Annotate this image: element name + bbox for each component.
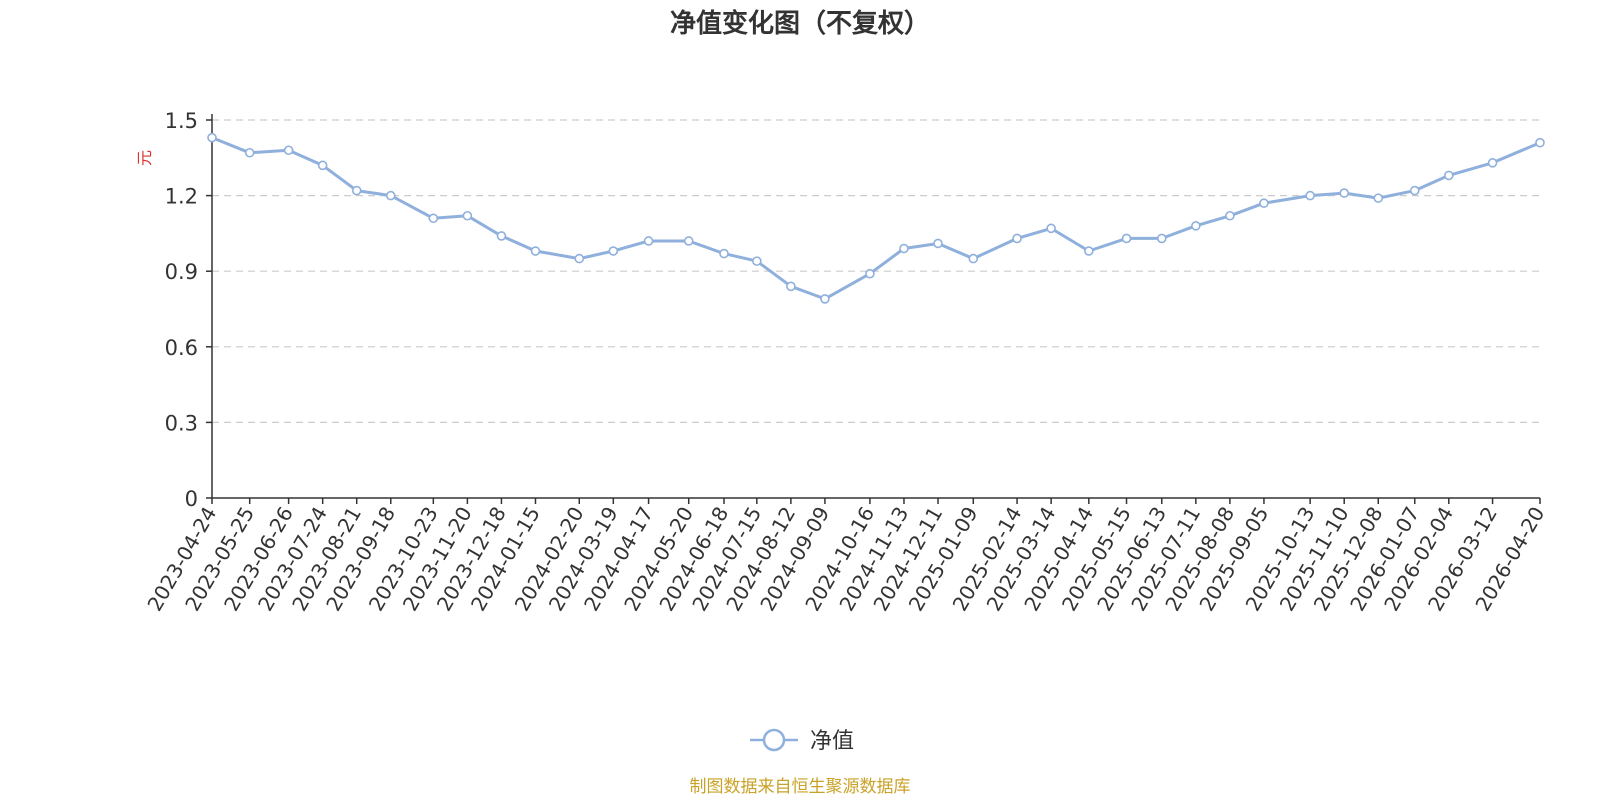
data-point[interactable] — [899, 243, 909, 254]
y-tick-label: 0.3 — [165, 411, 198, 435]
legend[interactable]: 净值 — [750, 728, 854, 754]
legend-label: 净值 — [810, 729, 854, 754]
axes — [206, 114, 1541, 504]
y-tick-label: 0.6 — [165, 336, 198, 360]
data-point[interactable] — [1225, 210, 1235, 221]
data-point[interactable] — [1305, 190, 1315, 201]
gridlines — [212, 119, 1540, 423]
y-tick-label: 1.2 — [165, 185, 198, 209]
data-point[interactable] — [1259, 198, 1269, 208]
y-tick-label: 1.5 — [165, 109, 198, 133]
data-point[interactable] — [496, 231, 507, 241]
data-point[interactable] — [1409, 185, 1420, 196]
data-point[interactable] — [1156, 233, 1167, 244]
data-point[interactable] — [1121, 233, 1132, 244]
chart-title: 净值变化图（不复权） — [670, 8, 930, 39]
data-point[interactable] — [643, 236, 654, 246]
data-point[interactable] — [1443, 170, 1454, 181]
data-point[interactable] — [1373, 193, 1384, 203]
data-point[interactable] — [244, 147, 255, 158]
y-axis-unit-label: 元 — [135, 150, 154, 166]
data-point[interactable] — [865, 268, 875, 279]
data-point[interactable] — [462, 210, 473, 221]
series-line — [211, 136, 1541, 301]
data-point[interactable] — [1191, 221, 1201, 231]
data-point[interactable] — [683, 236, 694, 246]
data-point[interactable] — [1084, 246, 1094, 256]
y-tick-label: 0 — [185, 487, 198, 511]
data-source-note: 制图数据来自恒生聚源数据库 — [690, 777, 911, 797]
x-tick-labels: 2023-04-242023-05-252023-06-262023-07-24… — [142, 502, 1549, 615]
y-tick-labels: 0 0.3 0.6 0.9 1.2 1.5 — [165, 109, 198, 511]
data-point[interactable] — [207, 132, 217, 143]
data-point[interactable] — [574, 253, 585, 264]
data-point[interactable] — [968, 253, 979, 264]
data-point[interactable] — [351, 185, 362, 196]
data-point[interactable] — [1487, 158, 1498, 168]
data-point[interactable] — [1535, 137, 1545, 148]
data-point[interactable] — [530, 246, 541, 256]
data-point[interactable] — [752, 256, 762, 266]
legend-circle-icon — [762, 728, 786, 752]
data-point[interactable] — [786, 281, 796, 292]
data-point[interactable] — [1012, 233, 1022, 244]
data-point[interactable] — [719, 248, 729, 259]
y-tick-label: 0.9 — [165, 260, 198, 284]
data-point[interactable] — [428, 213, 439, 224]
data-point[interactable] — [608, 246, 619, 256]
data-point[interactable] — [820, 294, 830, 304]
series-layer — [207, 132, 1545, 304]
data-point[interactable] — [385, 190, 396, 201]
data-point[interactable] — [933, 238, 943, 249]
data-point[interactable] — [317, 160, 328, 171]
data-point[interactable] — [1339, 188, 1350, 198]
data-point[interactable] — [283, 145, 294, 156]
data-point[interactable] — [1046, 223, 1056, 234]
